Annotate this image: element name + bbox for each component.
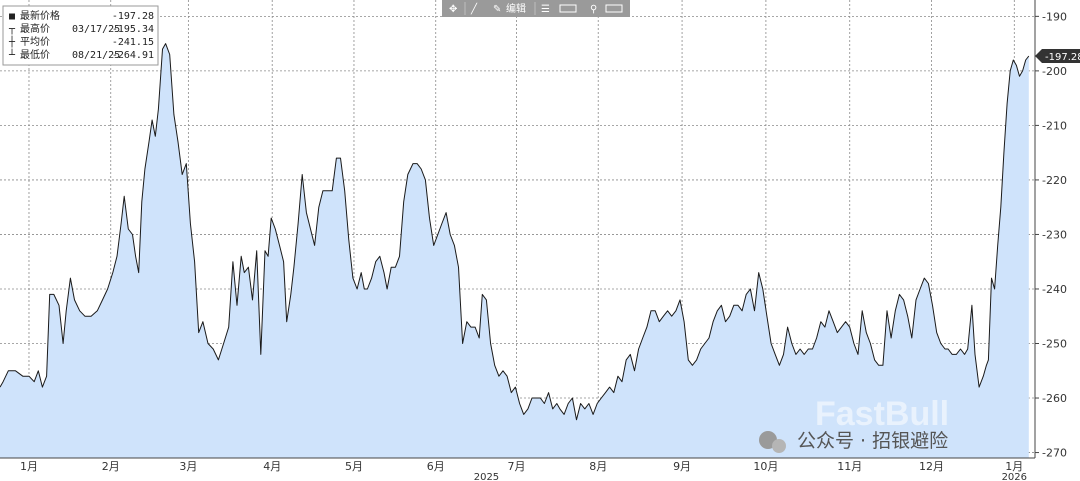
y-tick-label: -210 [1042, 119, 1067, 132]
watermark-account: 公众号 · 招银避险 [797, 430, 948, 452]
y-tick-label: -230 [1042, 228, 1067, 241]
list-icon: ☰ [541, 4, 550, 15]
shape-tool-button[interactable] [559, 4, 577, 13]
legend-rows: ■ 最新价格 -197.28 ┬ 最高价 03/17/25-195.34 ┼ 平均价 -241.… [8, 9, 154, 61]
draw-tool-button[interactable]: ╱ [470, 2, 478, 15]
edit-tool-button[interactable]: ✎ 编辑 [493, 2, 526, 15]
legend-date: 08/21/25 [72, 50, 120, 61]
x-tick-label: 6月 [427, 460, 445, 473]
x-tick-label: 1月 [20, 460, 38, 473]
legend-label: 最新价格 [20, 9, 60, 22]
legend-value: -264.91 [112, 50, 154, 61]
legend-marker: ┴ [8, 48, 16, 61]
legend-row: ┴ 最低价 08/21/25-264.91 [8, 48, 154, 61]
x-tick-label: 8月 [589, 460, 607, 473]
watermark: 公众号 · 招银避险 FastBull [759, 395, 949, 453]
edit-icon: ✎ [493, 4, 501, 15]
year-label: 2025 [474, 472, 499, 481]
legend-label: 最低价 [20, 48, 50, 61]
zoom-box-icon [605, 4, 623, 13]
legend-label: 最高价 [20, 22, 50, 35]
x-tick-label: 1月 [1005, 460, 1023, 473]
legend-value: -195.34 [112, 24, 154, 35]
year-label: 2026 [1002, 472, 1027, 481]
legend-marker: ┬ [8, 24, 16, 35]
last-value-label: -197.28 [1045, 52, 1080, 63]
y-tick-label: -190 [1042, 10, 1067, 23]
legend-marker: ┼ [8, 35, 16, 48]
x-tick-label: 7月 [507, 460, 525, 473]
x-tick-label: 10月 [753, 460, 778, 473]
y-tick-label: -250 [1042, 338, 1067, 351]
legend-box[interactable]: ■ 最新价格 -197.28 ┬ 最高价 03/17/25-195.34 ┼ 平均价 -241.… [2, 5, 159, 66]
legend-date: 03/17/25 [72, 24, 120, 35]
list-tool-button[interactable]: ☰ [541, 4, 550, 15]
y-tick-label: -200 [1042, 65, 1067, 78]
chart-toolbar: ✥ ╱ ✎ 编辑 ☰ ⚲ [442, 0, 630, 17]
y-tick-label: -220 [1042, 174, 1067, 187]
last-value-tag: -197.28 [1035, 49, 1080, 63]
watermark-brand: FastBull [815, 395, 949, 433]
series-line [0, 43, 1030, 421]
x-tick-label: 12月 [919, 460, 944, 473]
legend-row: ■ 最新价格 -197.28 [9, 9, 154, 22]
area-layer [0, 43, 1030, 458]
rectangle-icon [559, 4, 577, 13]
pencil-icon: ╱ [470, 2, 478, 15]
y-tick-label: -240 [1042, 283, 1067, 296]
y-tick-label: -260 [1042, 392, 1067, 405]
magnifier-icon: ⚲ [590, 4, 597, 15]
edit-tool-label: 编辑 [506, 2, 526, 15]
legend-row: ┼ 平均价 -241.15 [8, 35, 154, 48]
y-tick-label: -270 [1042, 447, 1067, 460]
x-tick-label: 9月 [673, 460, 691, 473]
legend-row: ┬ 最高价 03/17/25-195.34 [8, 22, 154, 35]
legend-value: -197.28 [112, 11, 154, 22]
move-icon: ✥ [449, 4, 457, 15]
move-tool-button[interactable]: ✥ [449, 4, 457, 15]
x-tick-label: 4月 [263, 460, 281, 473]
x-tick-label: 11月 [837, 460, 862, 473]
x-tick-label: 5月 [345, 460, 363, 473]
x-tick-label: 3月 [179, 460, 197, 473]
series-area [0, 43, 1029, 458]
zoom-tool-button[interactable]: ⚲ [590, 4, 597, 15]
legend-label: 平均价 [20, 36, 50, 48]
legend-marker: ■ [9, 11, 15, 22]
legend-value: -241.15 [112, 37, 154, 48]
x-tick-label: 2月 [102, 460, 120, 473]
wechat-icon [759, 431, 786, 453]
